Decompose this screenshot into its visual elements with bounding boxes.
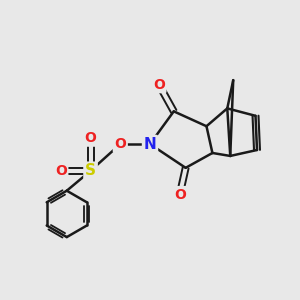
Text: O: O (55, 164, 67, 178)
Text: S: S (85, 163, 96, 178)
Text: N: N (144, 136, 156, 152)
Text: O: O (153, 78, 165, 92)
Text: O: O (85, 131, 97, 145)
Text: O: O (114, 137, 126, 151)
Text: O: O (174, 188, 186, 202)
